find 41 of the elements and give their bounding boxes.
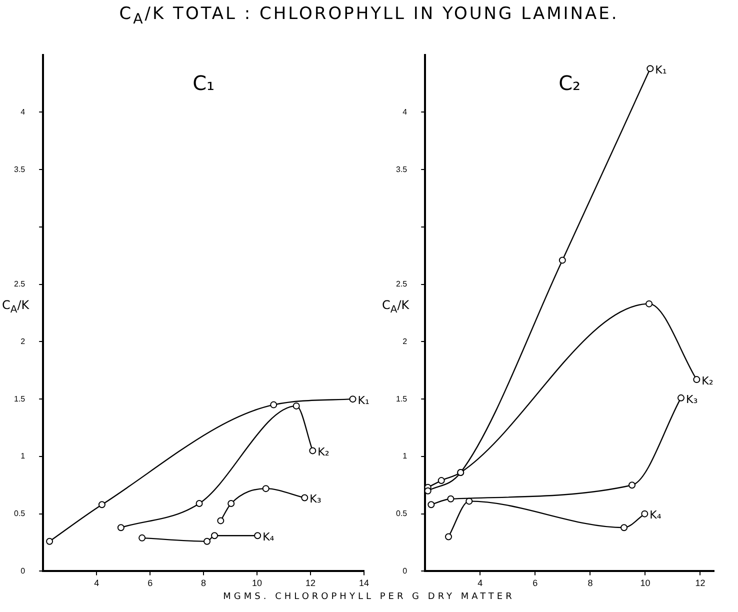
- text: C₁: [192, 70, 215, 95]
- y-tick-label: 1: [20, 452, 26, 461]
- y-tick-label: 2: [402, 336, 408, 346]
- series-label: K₄: [262, 530, 275, 544]
- series-label: K₃: [310, 492, 322, 506]
- y-tick-label: 2: [20, 336, 26, 346]
- y-tick-label: 0.5: [14, 509, 26, 518]
- y-tick-label: 3.5: [14, 164, 26, 174]
- series-label: K₁: [358, 394, 370, 407]
- x-tick-label: 8: [201, 578, 206, 588]
- x-tick-label: 4: [94, 578, 100, 588]
- y-tick-label: 1.5: [14, 394, 26, 404]
- chart-title: C$_{A}$/K TOTAL : CHLOROPHYLL IN YOUNG LAMINAE.: [118, 4, 620, 28]
- y-tick-label: 2.5: [396, 280, 408, 289]
- y-tick-label: 4: [402, 107, 408, 116]
- x-tick-label: 10: [640, 578, 650, 588]
- series-label: K₂: [318, 446, 330, 459]
- y-tick-label: 1.5: [396, 394, 408, 404]
- x-tick-label: 14: [358, 578, 369, 588]
- series-label: K₂: [702, 374, 714, 388]
- x-tick-label: 12: [306, 578, 316, 588]
- y-tick-label: 0.5: [396, 509, 408, 518]
- x-tick-label: 12: [695, 578, 706, 588]
- x-axis-title: MGMS. CHLOROPHYLL PER G DRY MATTER: [222, 592, 516, 602]
- y-tick-label: 0: [402, 566, 408, 576]
- y-tick-label: 0: [20, 566, 26, 576]
- y-tick-label: 2.5: [14, 280, 26, 289]
- x-tick-label: 8: [588, 578, 593, 588]
- series-label: K₄: [650, 508, 662, 522]
- x-tick-label: 10: [252, 578, 262, 588]
- y-tick-label: 1: [402, 452, 408, 461]
- y-axis-title: C$_{A}$/K: [382, 298, 410, 316]
- y-tick-label: 4: [20, 107, 26, 116]
- x-tick-label: 6: [532, 578, 538, 588]
- y-tick-label: 3.5: [396, 164, 408, 174]
- x-tick-label: 6: [148, 578, 153, 588]
- y-axis-title: C$_{A}$/K: [2, 298, 30, 316]
- series-label: K₁: [655, 63, 667, 76]
- text: C₂: [558, 70, 581, 95]
- x-tick-label: 4: [478, 578, 483, 588]
- series-label: K₃: [686, 392, 698, 406]
